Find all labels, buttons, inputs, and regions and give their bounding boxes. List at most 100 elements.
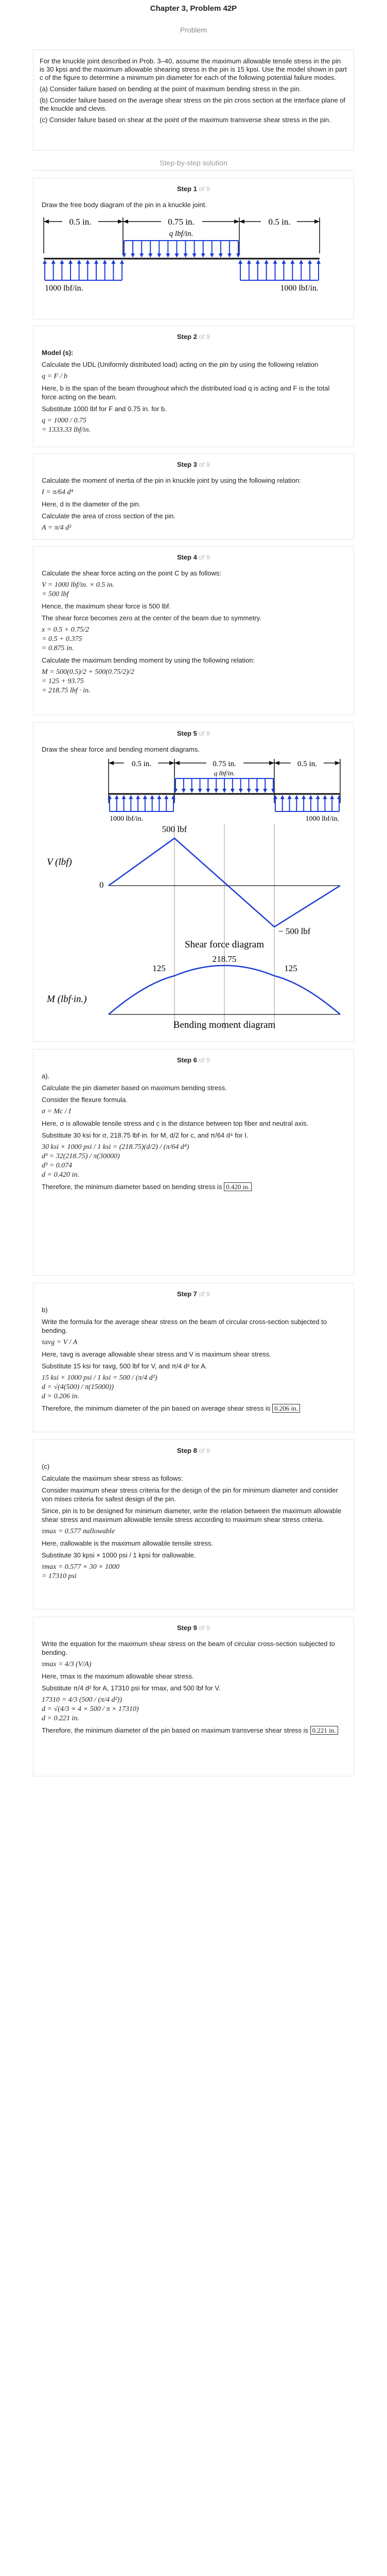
inertia-equation: I = π/64 d⁴ [42,488,74,496]
divider [33,170,354,171]
load-arrow-head [183,253,188,258]
transverse-shear-equation: τmax = 4/3 (V/A) [42,1660,92,1668]
left-support-arrows [43,260,124,281]
load-arrow-head [143,795,147,799]
step-header: Step 2 of 9 [177,333,210,341]
load-arrow-head [280,795,285,799]
step-header: Step 7 of 9 [177,1290,210,1298]
area-equation: A = π/4 d² [42,524,72,532]
load-arrow-head [111,260,116,264]
answer-box: 0.420 in. [224,1182,252,1191]
load-arrow-head [308,260,312,264]
load-arrow-head [273,795,277,799]
load-arrow-head [114,795,119,799]
transverse-shear-solution: 17310 = 4/3 (500 / (π/4 d²)) d = √(4/3 ×… [42,1696,139,1722]
load-arrow-head [94,260,98,264]
dim-left-label: 0.5 in. [132,760,151,768]
step-text: Consider the flexure formula. [42,1096,128,1104]
problem-statement: For the knuckle joint described in Prob.… [33,49,354,150]
zero-shear-location: x = 0.5 + 0.75/2 = 0.5 + 0.375 = 0.875 i… [42,626,89,652]
step-7-card: Step 7 of 9 b) Write the formula for the… [33,1283,354,1432]
load-arrow-head [173,789,178,793]
step-1-card: Step 1 of 9 Draw the free body diagram o… [33,178,354,319]
step-text: Here, b is the span of the beam througho… [42,384,330,401]
step-text: Substitute 15 ksi for τavg, 500 lbf for … [42,1362,207,1370]
load-arrow-head [60,260,64,264]
load-arrow-head [302,795,306,799]
answer-box: 0.206 in. [272,1404,300,1413]
load-arrow-head [337,795,341,799]
step-text: Since, pin is to be designed for minimum… [42,1507,342,1523]
load-arrow-head [271,789,275,793]
shear-max-label: 500 lbf [162,824,187,834]
step-header: Step 6 of 9 [177,1056,210,1064]
load-arrow-head [218,253,223,258]
step-header: Step 9 of 9 [177,1624,210,1632]
problem-text: For the knuckle joint described in Prob.… [40,57,347,81]
top-load-arrows [173,778,275,793]
step-text: Draw the shear force and bending moment … [42,745,200,753]
load-arrow-head [236,253,240,258]
load-arrow-head [171,795,175,799]
average-shear-solution: 15 ksi × 1000 psi / 1 ksi = 500 / (π/4 d… [42,1374,157,1400]
load-arrow-head [189,789,194,793]
load-arrow-head [273,260,277,264]
right-load-label: 1000 lbf/in. [280,284,319,293]
part-label: (c) [42,1463,50,1470]
load-arrow-head [85,260,90,264]
shear-equation: V = 1000 lbf/in. × 0.5 in. = 500 lbf [42,581,115,598]
step-3-card: Step 3 of 9 Calculate the moment of iner… [33,453,354,540]
load-label: q lbf/in. [169,230,194,238]
step-2-card: Step 2 of 9 Model (s): Calculate the UDL… [33,326,354,447]
load-arrow-head [263,789,268,793]
load-arrow-head [282,260,286,264]
load-arrow-head [121,795,126,799]
dim-right-label: 0.5 in. [269,217,291,227]
dim-right-label: 0.5 in. [297,760,317,768]
load-arrow-head [181,789,186,793]
shear-axis-label: V (lbf) [47,857,72,868]
moment-diagram-title: Bending moment diagram [173,1020,276,1030]
step-6-card: Step 6 of 9 a). Calculate the pin diamet… [33,1049,354,1276]
load-arrow-head [230,789,235,793]
moment-axis-label: M (lbf·in.) [46,994,87,1005]
load-arrow-head [157,795,162,799]
flexure-equation: σ = Mc / I [42,1108,71,1115]
equation-result: q = 1000 / 0.75 = 1333.33 lbf/in. [42,417,91,434]
shear-diagram-title: Shear force diagram [185,939,264,950]
step-4-card: Step 4 of 9 Calculate the shear force ac… [33,546,354,715]
step-text: Calculate the maximum bending moment by … [42,656,255,664]
load-arrow-head [238,260,242,264]
load-arrow-head [198,789,202,793]
step-text: Here, σallowable is the maximum allowabl… [42,1539,214,1547]
problem-part-c: (c) Consider failure based on shear at t… [40,116,331,124]
step-text: Substitute 1000 lbf for F and 0.75 in. f… [42,405,167,413]
zero-label: 0 [99,880,104,890]
left-load-label: 1000 lbf/in. [45,284,83,293]
step-text: Calculate the shear force acting on the … [42,569,222,577]
step-text: Calculate the UDL (Uniformly distributed… [42,361,319,368]
step-8-card: Step 8 of 9 (c) Calculate the maximum sh… [33,1439,354,1609]
part-label: b) [42,1306,48,1314]
load-arrow-head [139,253,144,258]
equation: q = F / b [42,372,67,380]
step-text: Write the formula for the average shear … [42,1318,327,1334]
dim-mid-label: 0.75 in. [168,217,194,227]
load-arrow-head [299,260,304,264]
conclusion: Therefore, the minimum diameter of the p… [42,1726,345,1735]
dim-mid-label: 0.75 in. [213,760,236,768]
load-arrow-head [316,260,321,264]
shear-force-line [108,837,341,928]
model-label: Model (s): [42,349,74,357]
top-load-arrows [122,240,240,258]
load-arrow-head [108,795,112,799]
step-text: Here, σ is allowable tensile stress and … [42,1120,309,1127]
load-arrow-head [308,795,313,799]
load-arrow-head [330,795,335,799]
step-header: Step 1 of 9 [177,185,210,193]
step-header: Step 3 of 9 [177,461,210,468]
max-shear-criteria: τmax = 0.577 σallowable [42,1528,115,1535]
step-text: Here, τmax is the maximum allowable shea… [42,1672,194,1680]
load-arrow-head [120,260,124,264]
